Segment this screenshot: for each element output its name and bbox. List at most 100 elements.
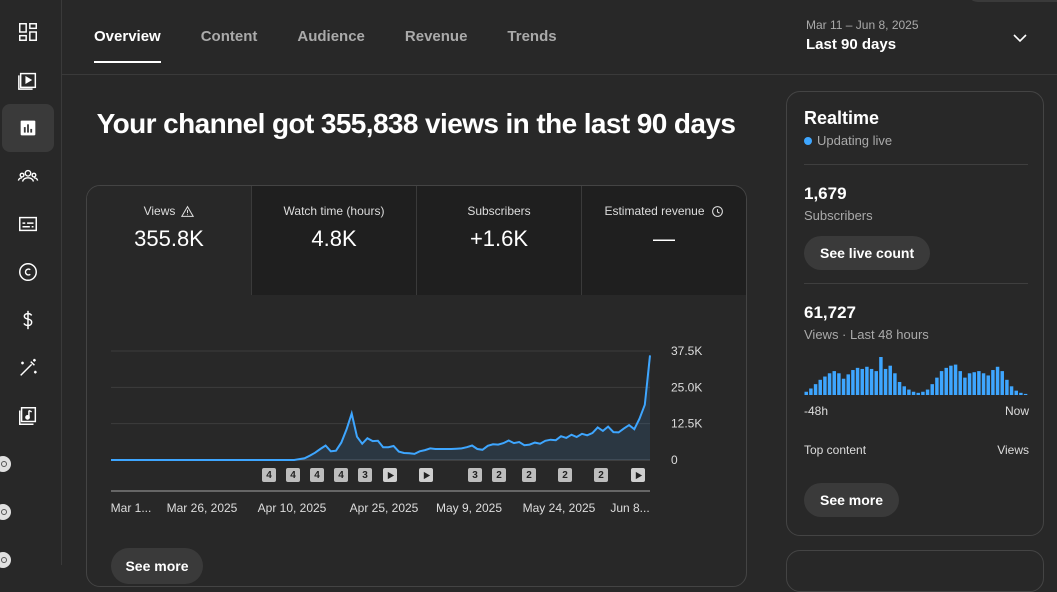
tab-audience[interactable]: Audience (297, 28, 365, 45)
kpi-row: Views 355.8K Watch time (hours) 4.8K Sub… (87, 186, 746, 295)
realtime-bar (949, 365, 953, 395)
tab-bar: Overview Content Audience Revenue Trends (94, 28, 597, 63)
realtime-bar (967, 373, 972, 395)
kpi-revenue[interactable]: Estimated revenue — (582, 186, 746, 295)
realtime-subscribers-label: Subscribers (804, 208, 873, 223)
subtitles-icon[interactable] (2, 200, 54, 248)
realtime-bar (893, 373, 897, 395)
realtime-bar (1019, 392, 1023, 395)
overview-card: Views 355.8K Watch time (hours) 4.8K Sub… (86, 185, 747, 587)
realtime-axis-end: Now (1004, 404, 1029, 418)
realtime-bar (883, 368, 888, 395)
live-status-text: Updating live (817, 133, 893, 148)
realtime-bar (837, 373, 841, 395)
see-more-button[interactable]: See more (111, 548, 203, 584)
channel-avatar-icon[interactable] (0, 456, 11, 472)
realtime-bar (804, 391, 808, 395)
realtime-title: Realtime (804, 108, 880, 128)
warning-icon (181, 205, 195, 217)
audio-library-icon[interactable] (2, 392, 54, 440)
dashboard-icon[interactable] (2, 8, 54, 56)
video-marker-count[interactable]: 2 (558, 468, 572, 482)
channel-avatar-icon[interactable] (0, 504, 11, 520)
tab-revenue[interactable]: Revenue (404, 28, 468, 45)
realtime-bar (1009, 386, 1014, 395)
video-marker-count[interactable]: 2 (594, 468, 608, 482)
realtime-bar (930, 384, 934, 395)
video-marker-count[interactable]: 2 (522, 468, 536, 482)
kpi-views[interactable]: Views 355.8K (87, 186, 252, 295)
customization-icon[interactable] (2, 344, 54, 392)
realtime-views-bars[interactable] (804, 355, 1028, 395)
realtime-bar (846, 374, 850, 395)
earn-icon[interactable] (2, 296, 54, 344)
x-tick-label: Mar 1... (111, 501, 152, 515)
kpi-label: Estimated revenue (604, 204, 705, 218)
realtime-bar (995, 366, 1000, 395)
realtime-bar (921, 391, 925, 395)
views-chart[interactable]: 37.5K 25.0K 12.5K 0 Mar 1... Mar 26, 2025 Apr … (87, 295, 746, 555)
kpi-value: 4.8K (311, 226, 357, 251)
tab-content[interactable]: Content (200, 28, 258, 45)
realtime-bar (907, 389, 911, 395)
kpi-value: +1.6K (469, 226, 529, 251)
community-icon[interactable] (2, 152, 54, 200)
video-marker-count[interactable]: 4 (262, 468, 276, 482)
views-line (111, 355, 651, 461)
video-marker-play-icon[interactable] (419, 468, 433, 482)
video-marker-count[interactable]: 2 (492, 468, 506, 482)
date-range-label: Last 90 days (806, 36, 897, 53)
channel-avatar-icon[interactable] (0, 552, 11, 568)
kpi-subscribers[interactable]: Subscribers +1.6K (417, 186, 582, 295)
top-action-pill[interactable] (967, 0, 1057, 2)
realtime-bar (851, 370, 855, 395)
chevron-down-icon[interactable] (1012, 30, 1028, 46)
x-tick-label: Apr 25, 2025 (350, 501, 419, 515)
views-area (111, 355, 650, 460)
content-icon[interactable] (2, 56, 54, 104)
realtime-bar (1023, 393, 1028, 395)
realtime-bar (958, 371, 962, 395)
realtime-bar (916, 392, 920, 395)
kpi-watch-time[interactable]: Watch time (hours) 4.8K (252, 186, 417, 295)
realtime-bar (977, 371, 981, 395)
realtime-bar (972, 372, 976, 395)
date-range-selector[interactable]: Mar 11 – Jun 8, 2025 Last 90 days (806, 18, 919, 53)
realtime-bar (818, 379, 822, 395)
see-more-realtime-button[interactable]: See more (804, 483, 900, 517)
realtime-axis-start: -48h (804, 404, 829, 418)
y-tick-label: 0 (671, 453, 678, 467)
realtime-subscribers-value: 1,679 (804, 184, 847, 203)
video-marker-count[interactable]: 3 (468, 468, 482, 482)
video-marker-count[interactable]: 4 (334, 468, 348, 482)
realtime-bar (935, 377, 939, 395)
x-tick-label: Apr 10, 2025 (258, 501, 327, 515)
copyright-icon[interactable] (2, 248, 54, 296)
see-live-count-button[interactable]: See live count (804, 236, 931, 270)
realtime-bar (1005, 379, 1009, 395)
y-tick-label: 25.0K (671, 380, 702, 394)
video-marker-count[interactable]: 3 (358, 468, 372, 482)
y-tick-label: 12.5K (671, 417, 702, 431)
realtime-bar (925, 389, 930, 395)
x-tick-label: Jun 8... (610, 501, 649, 515)
tab-trends[interactable]: Trends (507, 28, 557, 45)
kpi-label: Watch time (hours) (283, 204, 385, 218)
tab-overview[interactable]: Overview (94, 28, 161, 63)
realtime-bar (879, 357, 883, 395)
realtime-bar (963, 377, 967, 395)
realtime-bar (1000, 371, 1004, 395)
video-marker-play-icon[interactable] (383, 468, 397, 482)
video-marker-count[interactable]: 4 (310, 468, 324, 482)
realtime-views-value: 61,727 (804, 303, 856, 322)
next-card (786, 550, 1044, 592)
video-marker-play-icon[interactable] (631, 468, 645, 482)
divider (804, 283, 1028, 284)
left-rail (0, 0, 62, 568)
realtime-bar (1014, 390, 1018, 395)
realtime-bar (827, 373, 832, 395)
video-marker-count[interactable]: 4 (286, 468, 300, 482)
date-range-dates: Mar 11 – Jun 8, 2025 (806, 18, 919, 32)
analytics-icon[interactable] (2, 104, 54, 152)
